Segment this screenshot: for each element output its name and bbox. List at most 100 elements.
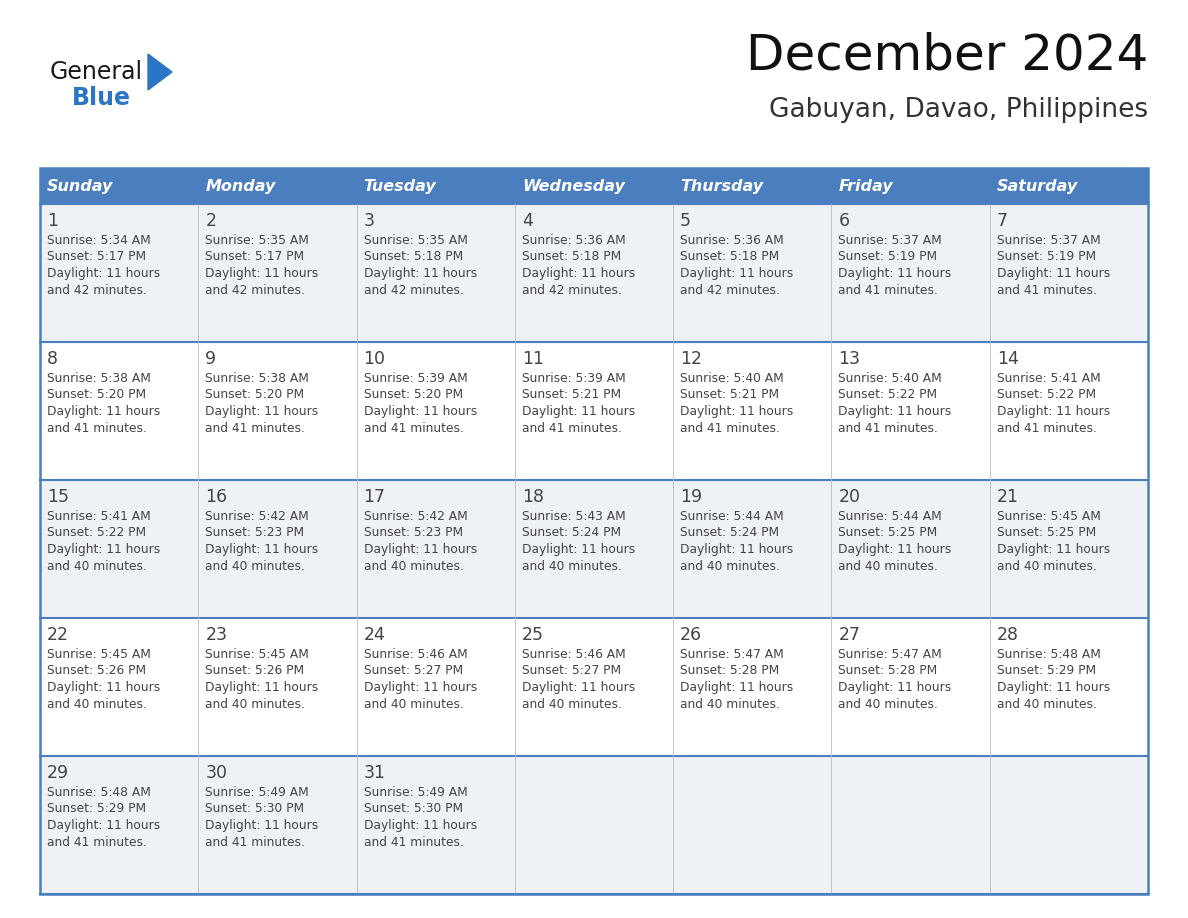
Text: Wednesday: Wednesday xyxy=(522,178,625,194)
Text: and 41 minutes.: and 41 minutes. xyxy=(839,284,939,297)
Text: Daylight: 11 hours: Daylight: 11 hours xyxy=(997,267,1110,280)
Text: Daylight: 11 hours: Daylight: 11 hours xyxy=(364,267,476,280)
Text: 6: 6 xyxy=(839,212,849,230)
Text: Daylight: 11 hours: Daylight: 11 hours xyxy=(997,543,1110,556)
Bar xyxy=(990,756,1148,894)
Text: Daylight: 11 hours: Daylight: 11 hours xyxy=(681,267,794,280)
Text: 20: 20 xyxy=(839,488,860,506)
Bar xyxy=(674,618,832,756)
Bar xyxy=(832,618,990,756)
Bar xyxy=(356,204,514,342)
Text: Sunrise: 5:36 AM: Sunrise: 5:36 AM xyxy=(522,234,626,247)
Text: Daylight: 11 hours: Daylight: 11 hours xyxy=(839,543,952,556)
Text: Daylight: 11 hours: Daylight: 11 hours xyxy=(364,681,476,694)
Text: Sunset: 5:18 PM: Sunset: 5:18 PM xyxy=(364,251,463,263)
Text: Sunrise: 5:47 AM: Sunrise: 5:47 AM xyxy=(839,648,942,661)
Text: and 42 minutes.: and 42 minutes. xyxy=(48,284,147,297)
Text: Daylight: 11 hours: Daylight: 11 hours xyxy=(48,819,160,832)
Bar xyxy=(198,342,356,480)
Text: Daylight: 11 hours: Daylight: 11 hours xyxy=(681,543,794,556)
Text: Sunset: 5:17 PM: Sunset: 5:17 PM xyxy=(206,251,304,263)
Bar xyxy=(514,168,674,204)
Bar xyxy=(198,204,356,342)
Text: Daylight: 11 hours: Daylight: 11 hours xyxy=(206,267,318,280)
Bar xyxy=(40,168,198,204)
Text: Sunset: 5:22 PM: Sunset: 5:22 PM xyxy=(48,527,146,540)
Text: 12: 12 xyxy=(681,350,702,368)
Text: Daylight: 11 hours: Daylight: 11 hours xyxy=(522,543,636,556)
Text: and 41 minutes.: and 41 minutes. xyxy=(522,421,621,434)
Text: Thursday: Thursday xyxy=(681,178,763,194)
Text: Sunset: 5:26 PM: Sunset: 5:26 PM xyxy=(48,665,146,677)
Text: Daylight: 11 hours: Daylight: 11 hours xyxy=(206,681,318,694)
Text: 24: 24 xyxy=(364,626,385,644)
Text: Sunrise: 5:39 AM: Sunrise: 5:39 AM xyxy=(522,372,626,385)
Bar xyxy=(990,168,1148,204)
Text: and 40 minutes.: and 40 minutes. xyxy=(681,559,781,573)
Text: December 2024: December 2024 xyxy=(746,31,1148,79)
Text: 11: 11 xyxy=(522,350,544,368)
Bar xyxy=(832,168,990,204)
Text: Sunrise: 5:45 AM: Sunrise: 5:45 AM xyxy=(206,648,309,661)
Bar xyxy=(832,480,990,618)
Text: and 41 minutes.: and 41 minutes. xyxy=(364,421,463,434)
Text: and 40 minutes.: and 40 minutes. xyxy=(997,698,1097,711)
Text: Sunday: Sunday xyxy=(48,178,113,194)
Text: Sunset: 5:27 PM: Sunset: 5:27 PM xyxy=(364,665,462,677)
Text: Sunset: 5:27 PM: Sunset: 5:27 PM xyxy=(522,665,621,677)
Text: 28: 28 xyxy=(997,626,1019,644)
Text: Gabuyan, Davao, Philippines: Gabuyan, Davao, Philippines xyxy=(769,97,1148,123)
Text: Sunset: 5:21 PM: Sunset: 5:21 PM xyxy=(522,388,621,401)
Text: Sunset: 5:28 PM: Sunset: 5:28 PM xyxy=(681,665,779,677)
Text: and 41 minutes.: and 41 minutes. xyxy=(997,421,1097,434)
Bar xyxy=(832,756,990,894)
Text: 7: 7 xyxy=(997,212,1007,230)
Bar xyxy=(674,168,832,204)
Text: and 40 minutes.: and 40 minutes. xyxy=(681,698,781,711)
Bar xyxy=(674,204,832,342)
Text: and 41 minutes.: and 41 minutes. xyxy=(206,421,305,434)
Bar xyxy=(198,618,356,756)
Text: Daylight: 11 hours: Daylight: 11 hours xyxy=(522,681,636,694)
Text: and 40 minutes.: and 40 minutes. xyxy=(839,559,939,573)
Bar xyxy=(40,168,1148,894)
Text: Sunrise: 5:45 AM: Sunrise: 5:45 AM xyxy=(997,510,1100,523)
Text: Saturday: Saturday xyxy=(997,178,1078,194)
Text: Sunset: 5:19 PM: Sunset: 5:19 PM xyxy=(997,251,1095,263)
Text: Sunset: 5:18 PM: Sunset: 5:18 PM xyxy=(522,251,621,263)
Text: Sunset: 5:22 PM: Sunset: 5:22 PM xyxy=(839,388,937,401)
Text: Sunrise: 5:40 AM: Sunrise: 5:40 AM xyxy=(839,372,942,385)
Bar xyxy=(990,480,1148,618)
Text: Sunset: 5:24 PM: Sunset: 5:24 PM xyxy=(681,527,779,540)
Text: Sunset: 5:22 PM: Sunset: 5:22 PM xyxy=(997,388,1095,401)
Text: 4: 4 xyxy=(522,212,532,230)
Text: Sunset: 5:30 PM: Sunset: 5:30 PM xyxy=(206,802,304,815)
Text: and 41 minutes.: and 41 minutes. xyxy=(206,835,305,848)
Text: Blue: Blue xyxy=(72,86,131,110)
Bar xyxy=(990,204,1148,342)
Text: Tuesday: Tuesday xyxy=(364,178,436,194)
Text: Daylight: 11 hours: Daylight: 11 hours xyxy=(997,681,1110,694)
Text: Sunrise: 5:42 AM: Sunrise: 5:42 AM xyxy=(364,510,467,523)
Text: and 42 minutes.: and 42 minutes. xyxy=(364,284,463,297)
Text: 26: 26 xyxy=(681,626,702,644)
Text: and 42 minutes.: and 42 minutes. xyxy=(522,284,621,297)
Text: Daylight: 11 hours: Daylight: 11 hours xyxy=(839,267,952,280)
Text: and 40 minutes.: and 40 minutes. xyxy=(206,698,305,711)
Text: 8: 8 xyxy=(48,350,58,368)
Bar xyxy=(674,342,832,480)
Text: Daylight: 11 hours: Daylight: 11 hours xyxy=(364,405,476,418)
Bar xyxy=(40,204,198,342)
Text: Daylight: 11 hours: Daylight: 11 hours xyxy=(681,405,794,418)
Text: Daylight: 11 hours: Daylight: 11 hours xyxy=(522,267,636,280)
Polygon shape xyxy=(148,54,172,90)
Text: and 40 minutes.: and 40 minutes. xyxy=(48,559,147,573)
Text: Sunrise: 5:38 AM: Sunrise: 5:38 AM xyxy=(48,372,151,385)
Text: 19: 19 xyxy=(681,488,702,506)
Bar xyxy=(40,342,198,480)
Text: Sunrise: 5:34 AM: Sunrise: 5:34 AM xyxy=(48,234,151,247)
Text: Sunrise: 5:46 AM: Sunrise: 5:46 AM xyxy=(522,648,626,661)
Text: 9: 9 xyxy=(206,350,216,368)
Text: Daylight: 11 hours: Daylight: 11 hours xyxy=(364,819,476,832)
Text: Sunrise: 5:38 AM: Sunrise: 5:38 AM xyxy=(206,372,309,385)
